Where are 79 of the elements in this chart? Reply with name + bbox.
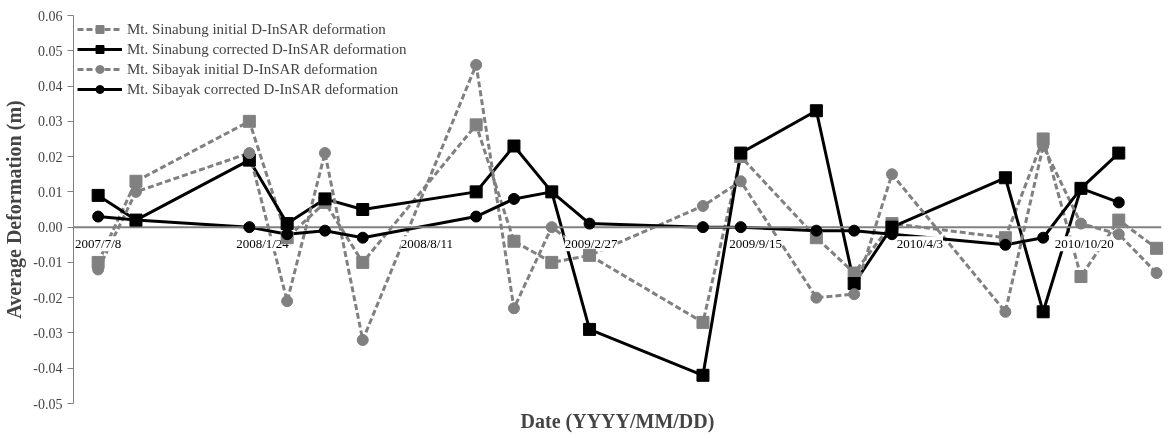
point — [998, 171, 1012, 185]
point — [356, 334, 369, 346]
legend-label: Mt. Sinabung corrected D-InSAR deformation — [127, 39, 407, 59]
y-tick-label: 0.01 — [38, 184, 63, 200]
point — [696, 368, 710, 382]
point — [885, 168, 898, 181]
y-tick-label: 0.06 — [38, 8, 63, 24]
x-tick-label: 2007/7/8 — [75, 236, 122, 252]
point — [810, 291, 823, 304]
point — [356, 231, 369, 244]
x-axis-title: Date (YYYY/MM/DD) — [520, 409, 715, 433]
point — [318, 147, 331, 160]
legend-label: Mt. Sinabung initial D-InSAR deformation — [127, 19, 386, 39]
y-tick-label: 0.02 — [38, 149, 63, 165]
x-tick-label: 2008/1/24 — [236, 236, 290, 252]
point — [243, 221, 256, 234]
point — [356, 255, 370, 269]
point — [1112, 196, 1125, 209]
point — [999, 238, 1012, 251]
point — [583, 217, 596, 230]
point — [1112, 213, 1126, 227]
y-axis-title: Average Deformation (m) — [3, 100, 27, 319]
point — [470, 58, 483, 71]
point — [92, 210, 105, 223]
x-tick-label: 2010/4/3 — [896, 236, 944, 252]
point — [1150, 241, 1164, 255]
point — [734, 146, 748, 160]
point — [1074, 270, 1088, 284]
x-tick-label: 2009/2/27 — [564, 236, 619, 252]
y-tick-label: 0.03 — [38, 114, 63, 130]
point — [469, 118, 483, 132]
point — [696, 221, 709, 234]
point — [470, 210, 483, 223]
y-tick-label: -0.03 — [33, 325, 63, 341]
point — [1037, 231, 1050, 244]
point — [1112, 228, 1125, 241]
y-tick-label: 0.00 — [38, 220, 63, 236]
legend-label: Mt. Sibayak corrected D-InSAR deformation — [127, 79, 399, 99]
y-tick-label: -0.05 — [33, 396, 63, 412]
point — [129, 174, 143, 188]
point — [583, 322, 597, 336]
point — [545, 255, 559, 269]
point — [318, 224, 331, 237]
point — [545, 221, 558, 234]
y-tick-label: -0.02 — [33, 290, 63, 306]
point — [1074, 217, 1087, 230]
x-tick-label: 2009/9/15 — [729, 236, 782, 252]
x-tick-label: 2008/8/11 — [400, 236, 453, 252]
legend-label: Mt. Sibayak initial D-InSAR deformation — [127, 59, 378, 79]
y-tick-label: 0.05 — [38, 43, 63, 59]
point — [281, 295, 294, 308]
point — [848, 224, 861, 237]
point — [696, 199, 709, 212]
point — [507, 192, 520, 205]
y-tick-label: -0.04 — [33, 361, 63, 377]
point — [810, 224, 823, 237]
point — [356, 203, 370, 216]
point — [280, 217, 294, 231]
point — [507, 139, 521, 153]
point — [696, 315, 710, 329]
point — [281, 228, 294, 241]
y-tick-label: 0.04 — [38, 79, 63, 95]
point — [734, 221, 747, 234]
point — [999, 305, 1012, 318]
point — [469, 185, 483, 199]
point — [1112, 146, 1126, 160]
point — [242, 114, 256, 128]
point — [809, 104, 823, 118]
x-tick-label: 2010/10/20 — [1054, 236, 1114, 252]
point — [507, 234, 521, 248]
point — [734, 175, 747, 188]
point — [507, 302, 520, 315]
point — [848, 288, 861, 301]
y-tick-label: -0.01 — [33, 255, 63, 271]
point — [1036, 305, 1050, 319]
point — [243, 147, 256, 160]
point — [1150, 267, 1163, 279]
point — [91, 188, 105, 202]
point — [847, 277, 861, 291]
